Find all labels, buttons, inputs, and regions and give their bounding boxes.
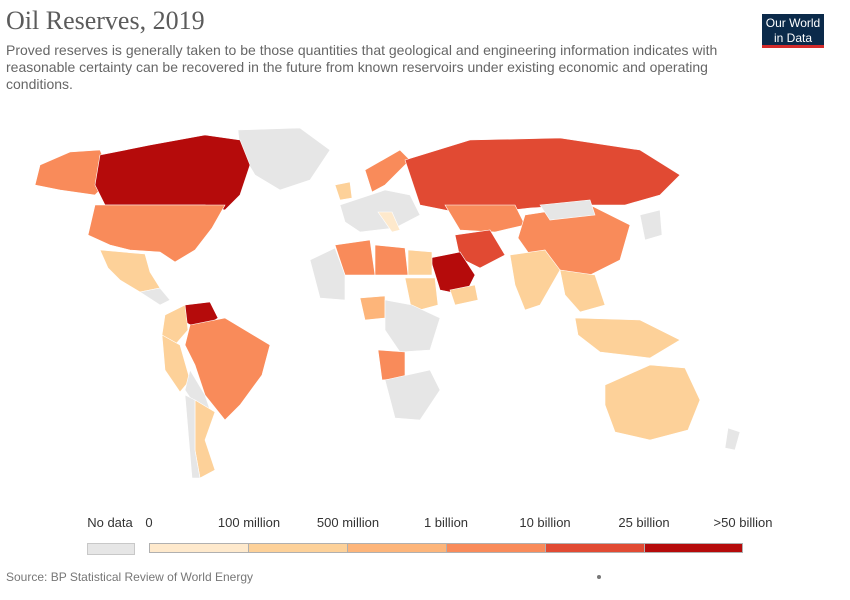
region-west-africa[interactable] xyxy=(309,247,346,301)
legend-tick-label: 10 billion xyxy=(519,515,571,530)
owid-logo[interactable]: Our World in Data xyxy=(762,14,824,48)
region-nigeria[interactable] xyxy=(359,295,386,321)
region-australia[interactable] xyxy=(604,364,701,441)
region-peru[interactable] xyxy=(161,334,191,393)
legend-no-data-swatch xyxy=(87,543,135,555)
region-norway[interactable] xyxy=(364,149,411,193)
region-egypt[interactable] xyxy=(407,249,433,276)
region-mongolia[interactable] xyxy=(539,199,596,221)
region-greenland[interactable] xyxy=(237,127,331,191)
legend-bin-3[interactable] xyxy=(446,543,546,553)
region-central-america[interactable] xyxy=(139,287,171,306)
legend-tick-label: >50 billion xyxy=(713,515,773,530)
region-kazakhstan[interactable] xyxy=(444,204,526,233)
region-southern-africa[interactable] xyxy=(384,369,441,421)
legend-bin-5[interactable] xyxy=(644,543,743,553)
region-europe[interactable] xyxy=(339,189,421,233)
region-india[interactable] xyxy=(509,249,561,311)
region-angola[interactable] xyxy=(377,349,406,381)
logo-line-2: in Data xyxy=(773,31,813,45)
page-subtitle: Proved reserves is generally taken to be… xyxy=(6,42,718,92)
region-sudan[interactable] xyxy=(404,277,439,313)
region-gulf-states[interactable] xyxy=(449,284,479,306)
legend-tick-label: 25 billion xyxy=(618,515,670,530)
region-chile[interactable] xyxy=(184,394,201,479)
region-saudi-arabia[interactable] xyxy=(429,251,476,296)
region-brazil[interactable] xyxy=(184,317,271,421)
region-japan[interactable] xyxy=(639,209,663,241)
page-title: Oil Reserves, 2019 xyxy=(6,6,205,35)
region-mexico[interactable] xyxy=(99,249,161,293)
region-usa[interactable] xyxy=(87,204,226,263)
source-note[interactable]: Source: BP Statistical Review of World E… xyxy=(6,570,253,584)
region-italy[interactable] xyxy=(377,211,401,233)
legend-tick-label: 500 million xyxy=(316,515,380,530)
legend-bin-2[interactable] xyxy=(347,543,447,553)
legend-bin-1[interactable] xyxy=(248,543,348,553)
legend-bin-4[interactable] xyxy=(545,543,645,553)
region-canada[interactable] xyxy=(94,134,251,211)
region-uk[interactable] xyxy=(334,181,353,201)
region-central-africa[interactable] xyxy=(384,299,441,353)
region-indonesia[interactable] xyxy=(574,317,681,359)
region-colombia[interactable] xyxy=(161,304,189,346)
legend-tick-label: 0 xyxy=(145,515,153,530)
legend-no-data-label: No data xyxy=(87,515,133,530)
region-new-zealand[interactable] xyxy=(724,427,741,451)
legend-tick-label: 1 billion xyxy=(423,515,469,530)
region-southeast-asia[interactable] xyxy=(559,269,606,313)
legend-bin-0[interactable] xyxy=(149,543,249,553)
region-libya[interactable] xyxy=(374,244,409,276)
logo-line-1: Our World xyxy=(765,16,821,30)
world-map[interactable] xyxy=(0,110,850,490)
legend-tick-label: 100 million xyxy=(217,515,281,530)
pagination-dot xyxy=(597,575,601,579)
region-russia[interactable] xyxy=(404,137,681,216)
